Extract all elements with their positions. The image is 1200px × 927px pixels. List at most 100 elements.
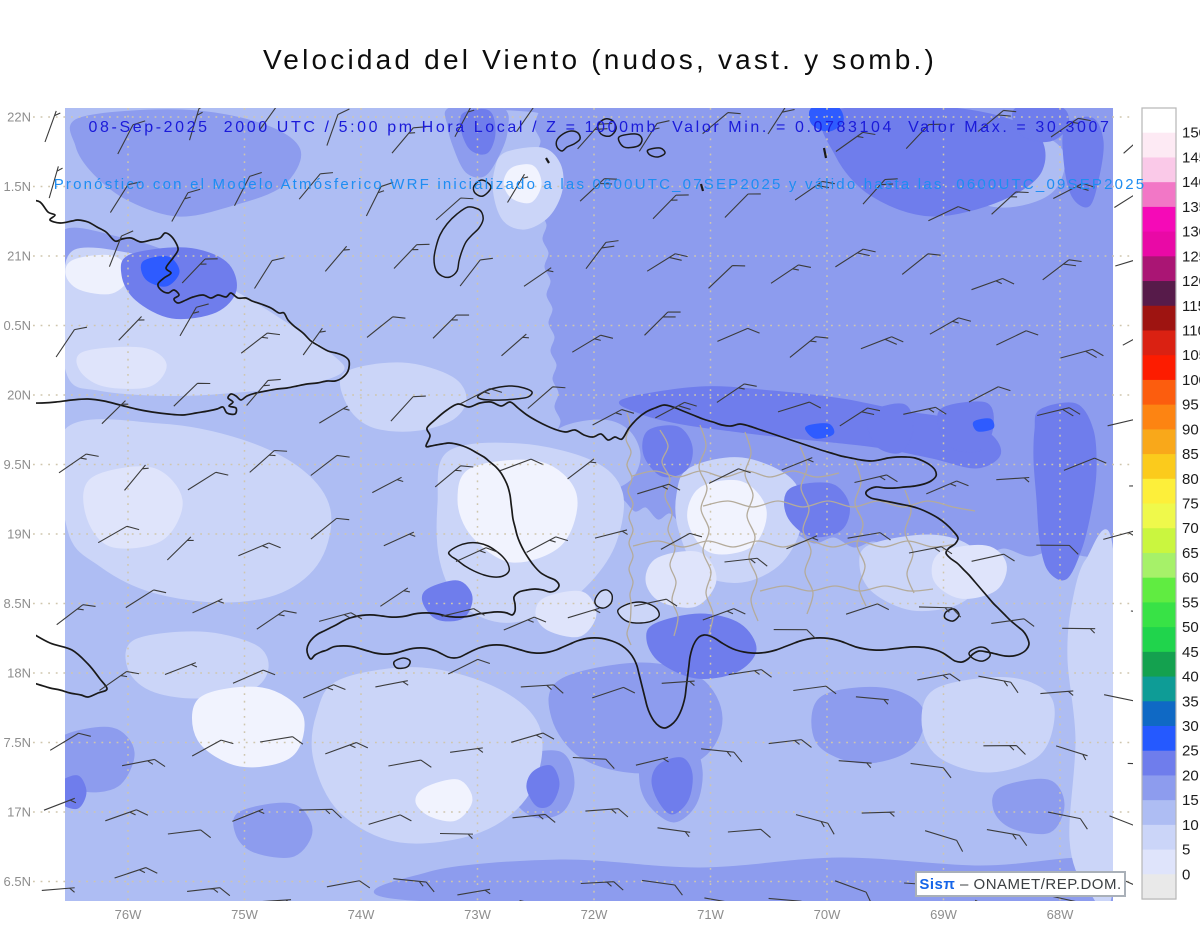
colorbar-segment xyxy=(1142,132,1176,159)
wind-barb xyxy=(768,897,811,901)
colorbar-tick-label: 105 xyxy=(1182,347,1200,364)
province-border xyxy=(744,431,759,622)
colorbar-segment xyxy=(1142,726,1176,752)
wind-barb xyxy=(192,598,225,614)
wind-barb xyxy=(1036,544,1079,555)
wind-barb xyxy=(1103,530,1133,540)
wind-barb xyxy=(770,264,812,284)
province-border xyxy=(632,540,957,548)
wind-barb xyxy=(845,603,890,615)
wind-barb xyxy=(655,401,697,419)
wind-barb xyxy=(1040,690,1074,696)
colorbar-tick-label: 65 xyxy=(1182,545,1199,562)
wind-barb xyxy=(457,888,491,896)
colorbar-segment xyxy=(1142,429,1176,455)
contour-region-20-25-gonave-w xyxy=(421,580,473,622)
colorbar-segment xyxy=(1142,627,1176,653)
wind-barb xyxy=(908,546,953,555)
wind-barb xyxy=(1115,255,1133,267)
wind-barb xyxy=(860,336,904,350)
colorbar-tick-label: 40 xyxy=(1182,669,1199,686)
colorbar-tick-label: 35 xyxy=(1182,693,1199,710)
wind-barb xyxy=(298,172,334,200)
wind-barb xyxy=(393,243,430,269)
contour-region-5-10-se-sea xyxy=(921,677,1055,773)
wind-barb xyxy=(99,670,140,691)
wind-barb xyxy=(580,881,624,891)
contour-region-15-20-s8 xyxy=(992,778,1065,835)
wind-barb xyxy=(232,808,265,822)
contour-region-20-25-sea1 xyxy=(866,403,914,454)
wind-barb xyxy=(996,330,1039,346)
wind-barb xyxy=(1107,417,1133,428)
wind-barb xyxy=(903,406,947,415)
wind-barb xyxy=(460,388,503,405)
wind-barb xyxy=(905,123,942,149)
wind-barb xyxy=(499,458,543,472)
province-border xyxy=(854,460,867,607)
wind-barb xyxy=(1114,189,1133,208)
wind-barb xyxy=(240,332,281,354)
wind-barb xyxy=(124,464,149,491)
wind-barb xyxy=(520,684,564,694)
wind-barb xyxy=(977,109,1017,132)
wind-barb xyxy=(49,732,91,751)
wind-barb xyxy=(708,265,746,289)
wind-barb xyxy=(660,532,703,550)
wind-barb xyxy=(101,400,129,425)
wind-barb xyxy=(854,474,898,484)
wind-barb xyxy=(173,382,211,407)
wind-barb xyxy=(786,535,819,550)
colorbar-tick-label: 45 xyxy=(1182,644,1199,661)
model-info-line: Pronóstico con el Modelo Atmósferico WRF… xyxy=(53,176,1147,193)
wind-barb xyxy=(318,612,363,622)
wind-barb xyxy=(862,178,898,205)
wind-barb xyxy=(585,808,629,818)
wind-barb xyxy=(167,829,212,839)
province-border xyxy=(799,445,814,615)
wind-barb xyxy=(181,258,218,284)
colorbar-segment xyxy=(1142,206,1176,233)
colorbar-tick-label: 15 xyxy=(1182,792,1199,809)
coastline-jamaica-tip xyxy=(36,634,108,698)
wind-barb xyxy=(302,327,326,356)
province-border xyxy=(631,470,840,478)
contour-region-0-5-w11 xyxy=(76,346,167,389)
wind-barb xyxy=(435,197,474,221)
wind-barb xyxy=(187,887,231,897)
wind-barb xyxy=(991,191,1029,215)
contour-region-0-5-w4 xyxy=(645,551,717,608)
colorbar-segment xyxy=(1142,157,1176,183)
contour-region-5-10-south-center xyxy=(311,667,543,844)
wind-barb xyxy=(58,453,99,474)
axis-labels: 22N 1.5N 21N 0.5N 20N 9.5N 19N 8.5N 18N 7.5N 17N 6.… xyxy=(4,110,1075,923)
wind-barb xyxy=(1060,348,1104,359)
wind-barb xyxy=(1037,407,1081,417)
colorbar-tick-label: 130 xyxy=(1182,224,1200,241)
lat-tick-label: 19N xyxy=(7,527,31,542)
colorbar-segment xyxy=(1142,330,1176,356)
contour-region-20-25-tr-corner xyxy=(820,108,1046,217)
contour-region-25-30-ndr2 xyxy=(972,418,995,432)
wind-barb xyxy=(256,610,297,630)
coastline-little-inagua xyxy=(472,179,492,197)
wind-barb xyxy=(125,589,167,609)
wind-barb xyxy=(968,386,1011,403)
wind-barb xyxy=(368,814,412,825)
contour-region-15-20-s2 xyxy=(811,687,925,764)
contour-region-25-30-top xyxy=(808,108,844,132)
contour-region-15-20-s4 xyxy=(65,726,135,793)
coastline-cuba xyxy=(36,199,351,416)
contour-region-0-5-w5 xyxy=(191,686,305,768)
lon-tick-label: 74W xyxy=(348,907,375,922)
wind-barb xyxy=(567,458,597,480)
wind-barb xyxy=(191,739,234,757)
wind-barb xyxy=(918,606,962,618)
wind-barb xyxy=(246,378,281,406)
colorbar-segment xyxy=(1142,379,1176,406)
contour-region-0-5-w1 xyxy=(83,466,183,549)
wind-barb xyxy=(847,532,891,541)
lat-tick-label: 20N xyxy=(7,388,31,403)
wind-barb xyxy=(592,686,636,699)
